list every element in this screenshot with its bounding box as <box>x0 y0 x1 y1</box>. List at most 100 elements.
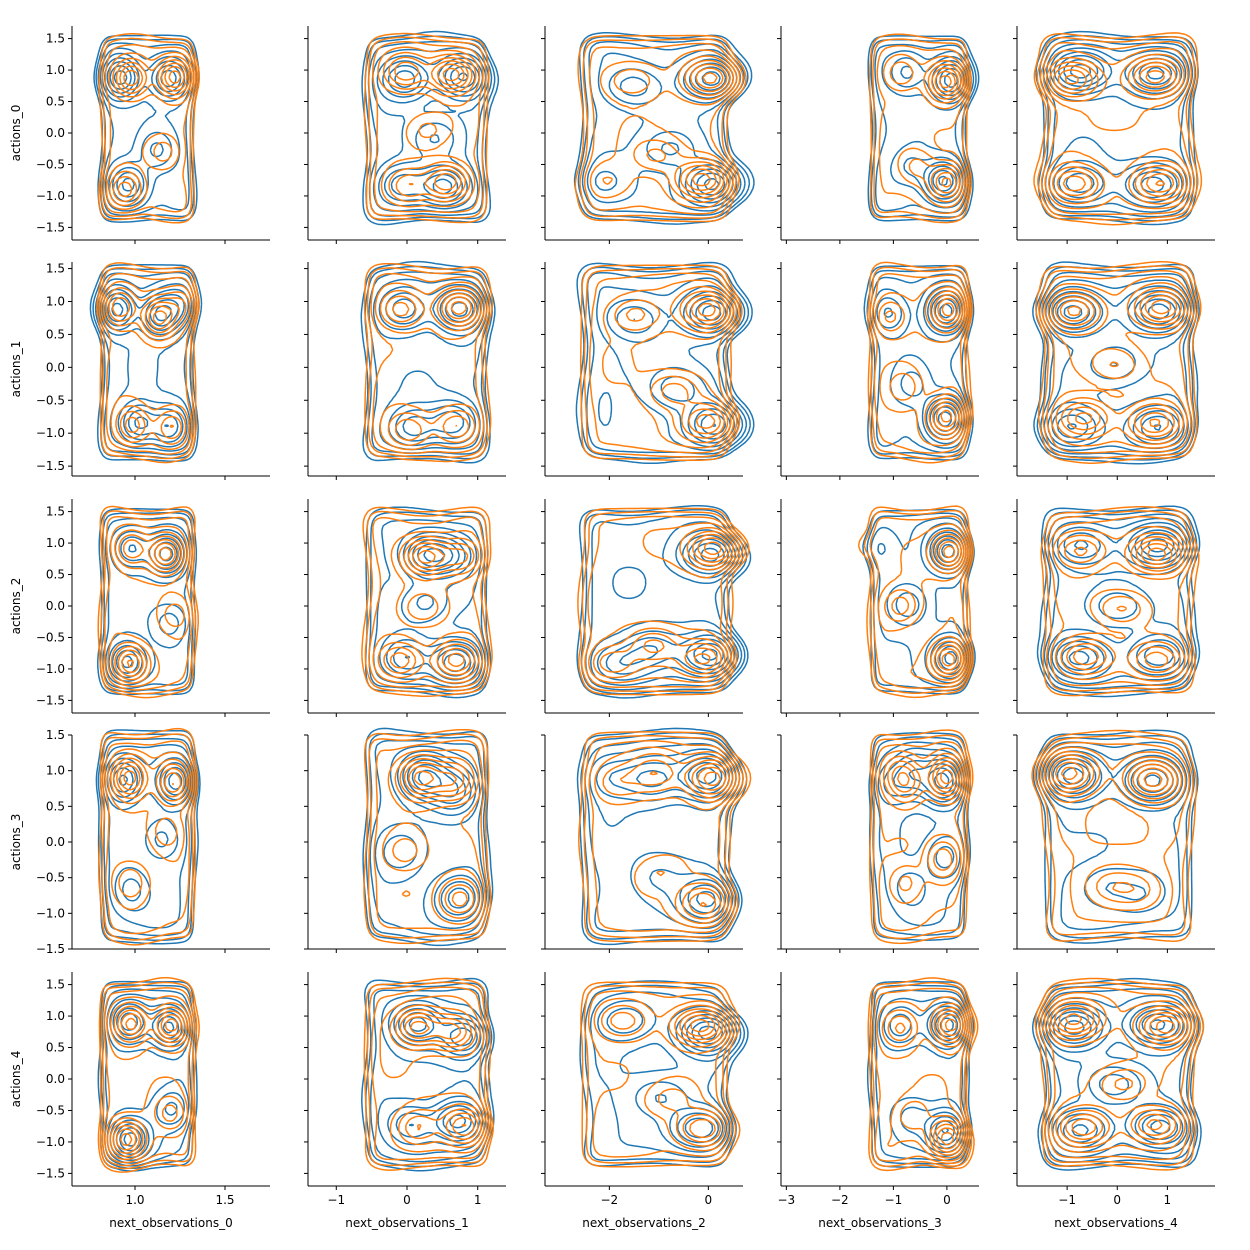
contour-level <box>685 67 724 192</box>
contour-level <box>580 981 741 1168</box>
y-tick-label: −1.0 <box>36 662 65 676</box>
contour-level <box>1041 745 1188 913</box>
contour-level <box>372 529 484 684</box>
contour-level <box>366 267 491 458</box>
contour-level <box>1066 299 1172 428</box>
contour-level <box>593 997 730 1152</box>
contour-level <box>1040 986 1199 1161</box>
subplot-actions_2-next_observations_3 <box>777 499 979 717</box>
subplot-actions_3-next_observations_1 <box>304 727 506 953</box>
contour-level <box>884 290 964 436</box>
kde-series-2-contours <box>1040 505 1200 697</box>
contour-level <box>1033 32 1203 226</box>
contour-level <box>1034 734 1194 936</box>
contour-level <box>908 763 958 799</box>
contour-level <box>106 748 193 911</box>
x-tick-label: 0 <box>705 1193 713 1207</box>
contour-level <box>891 533 965 678</box>
contour-level <box>383 539 476 676</box>
contour-level <box>1054 761 1169 792</box>
subplot-actions_1-next_observations_2 <box>541 261 755 480</box>
contour-level <box>389 1004 485 1149</box>
contour-level <box>362 727 494 947</box>
contour-level <box>1036 36 1199 221</box>
contour-level <box>1052 61 1180 197</box>
contour-level <box>1037 741 1191 924</box>
y-tick-label: 0.0 <box>46 126 65 140</box>
contour-level <box>148 305 173 330</box>
contour-level <box>382 57 484 207</box>
contour-level <box>1041 994 1192 1158</box>
y-tick-label: 1.0 <box>46 764 65 778</box>
y-tick-label: −1.5 <box>36 1166 65 1180</box>
kde-series-2-contours <box>97 505 199 699</box>
contour-level <box>434 63 465 191</box>
y-tick-label: −1.5 <box>36 693 65 707</box>
kde-series-2-contours <box>363 728 492 945</box>
contour-level <box>102 280 194 451</box>
y-tick-label: 0.5 <box>46 95 65 109</box>
contour-level <box>867 977 979 1172</box>
y-tick-label: 1.5 <box>46 728 65 742</box>
contour-level <box>696 766 727 907</box>
y-tick-label: 0.0 <box>46 360 65 374</box>
contour-level <box>382 51 477 203</box>
kde-series-2-contours <box>361 506 493 697</box>
y-axis-label: actions_0 <box>9 105 23 162</box>
contour-level <box>1035 261 1202 464</box>
contour-level <box>868 33 973 224</box>
contour-level <box>1050 1000 1189 1144</box>
contour-level <box>941 545 956 667</box>
contour-level <box>643 533 731 671</box>
x-tick-label: 0 <box>1113 1193 1121 1207</box>
x-tick-label: −2 <box>600 1193 618 1207</box>
contour-level <box>934 70 956 188</box>
contour-level <box>872 38 971 220</box>
y-tick-label: 0.0 <box>46 835 65 849</box>
subplot-actions_4-next_observations_1: −1 0 1 next_observations_1 <box>304 972 506 1230</box>
contour-level <box>368 516 487 688</box>
contour-level <box>602 752 737 925</box>
y-tick-label: 0.0 <box>46 1072 65 1086</box>
contour-level <box>389 542 471 672</box>
contour-level <box>363 728 492 945</box>
y-tick-label: −0.5 <box>36 393 65 407</box>
contour-level <box>399 758 475 914</box>
subplot-actions_0-next_observations_4 <box>1013 26 1215 244</box>
contour-level <box>588 740 744 934</box>
contour-level <box>1047 516 1193 687</box>
y-tick-label: 1.5 <box>46 32 65 46</box>
contour-level <box>874 280 968 447</box>
contour-level <box>1047 517 1191 685</box>
kde-series-2-contours <box>1034 977 1205 1171</box>
y-tick-label: −1.5 <box>36 459 65 473</box>
contour-level <box>878 747 968 905</box>
contour-level <box>1072 539 1178 669</box>
contour-level <box>106 1001 191 1161</box>
contour-level <box>589 991 742 1159</box>
kde-series-2-contours <box>1035 261 1202 464</box>
y-tick-label: −1.5 <box>36 220 65 234</box>
subplot-actions_3-next_observations_0: −1.5 −1.0 −0.5 0.0 0.5 1.0 1.5 actions_3 <box>9 727 270 956</box>
contour-level <box>891 760 961 793</box>
contour-level <box>96 262 200 464</box>
contour-level <box>1037 981 1202 1166</box>
subplot-actions_0-next_observations_1 <box>304 26 506 244</box>
y-axis-label: actions_1 <box>9 341 23 398</box>
y-tick-label: 0.5 <box>46 327 65 341</box>
x-tick-label: 0 <box>403 1193 411 1207</box>
contour-level <box>931 67 959 194</box>
contour-level <box>377 46 481 208</box>
contour-level <box>367 733 489 939</box>
kde-series-2-contours <box>574 34 747 223</box>
contour-level <box>123 770 175 786</box>
contour-level <box>588 272 738 454</box>
contour-level <box>1054 1004 1186 1140</box>
contour-level <box>625 290 729 439</box>
contour-level <box>1049 58 1185 201</box>
contour-level <box>872 734 972 940</box>
contour-level <box>690 298 722 429</box>
kde-series-2-contours <box>96 262 200 464</box>
contour-level <box>1060 766 1163 787</box>
contour-level <box>703 771 722 787</box>
